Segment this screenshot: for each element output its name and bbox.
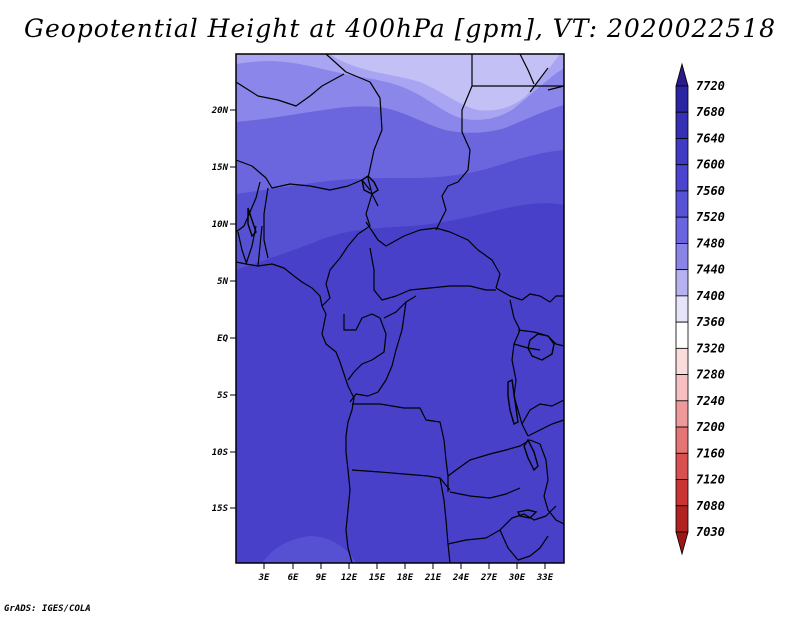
lat-label: 5S [217, 391, 228, 401]
axis-ticks [230, 109, 546, 569]
lat-labels: 20N 15N 10N 5N EQ 5S 10S 15S [211, 106, 229, 514]
colorbar-label: 7240 [696, 394, 725, 408]
border-nigeria-cameroon [263, 187, 373, 307]
lon-label: 30E [508, 573, 526, 583]
colorbar-label: 7440 [696, 263, 725, 277]
border-north [435, 54, 564, 231]
colorbar-label: 7080 [696, 499, 725, 513]
coastline-east-africa [529, 67, 564, 93]
map-frame [235, 53, 565, 564]
lake-tanganyika [507, 378, 519, 426]
border-congo [343, 313, 387, 381]
colorbar-swatch [675, 321, 689, 349]
colorbar-label: 7360 [696, 315, 725, 329]
lon-label: 21E [424, 573, 442, 583]
colorbar-swatch [675, 374, 689, 402]
colorbar-label: 7680 [696, 105, 725, 119]
colorbar-swatch [675, 347, 689, 375]
colorbar-swatch [675, 138, 689, 166]
colorbar-label: 7640 [696, 131, 725, 145]
contour-7560-south [262, 536, 356, 563]
border-angola-south [351, 469, 451, 491]
border-nigeria [236, 159, 371, 191]
border-mali-niger [236, 73, 345, 107]
border-mozambique [539, 443, 564, 525]
border-namibia [439, 477, 451, 563]
lakes [247, 175, 555, 519]
grads-credit: GrADS: IGES/COLA [4, 604, 91, 614]
border-car [365, 221, 501, 289]
border-tanzania [521, 399, 564, 437]
lon-label: 3E [258, 573, 270, 583]
coastline-west-africa [236, 261, 355, 563]
colorbar-arrow-top [675, 62, 689, 87]
colorbar-label: 7400 [696, 289, 725, 303]
colorbar-label: 7280 [696, 368, 725, 382]
colorbar-label: 7120 [696, 473, 725, 487]
border-zimbabwe [499, 529, 549, 561]
lake-volta [247, 207, 257, 238]
colorbar-swatch [675, 243, 689, 271]
colorbar-label: 7030 [696, 525, 725, 539]
lon-label: 15E [369, 573, 386, 583]
lat-label: 15S [212, 504, 229, 514]
lon-label: 33E [536, 573, 554, 583]
colorbar-label: 7520 [696, 210, 725, 224]
colorbar-arrow-bottom [675, 531, 689, 556]
lat-label: 20N [211, 106, 229, 116]
lon-label: 6E [288, 573, 299, 583]
lon-label: 9E [316, 573, 327, 583]
lon-labels: 3E 6E 9E 12E 15E 18E 21E 24E 27E 30E 33E [258, 573, 554, 583]
border-ghana [237, 231, 247, 263]
lat-label: 10S [212, 448, 229, 458]
colorbar-swatch [675, 190, 689, 218]
red-sea [519, 54, 535, 85]
border-angola [352, 403, 449, 492]
colorbar-swatch [675, 452, 689, 480]
colorbar-legend: 7720 7680 7640 7600 7560 7520 7480 7440 7400 7360… [675, 62, 725, 556]
lat-label: 5N [217, 277, 228, 287]
colorbar-swatch [675, 216, 689, 244]
map-title: Geopotential Height at 400hPa [gpm], VT:… [23, 14, 777, 43]
boundary-lines [236, 54, 564, 563]
lake-malawi [523, 438, 539, 472]
colorbar-label: 7200 [696, 420, 725, 434]
lon-label: 27E [480, 573, 498, 583]
lon-label: 24E [452, 573, 470, 583]
colorbar-label: 7720 [696, 79, 725, 93]
border-drc [349, 295, 417, 403]
lake-victoria [527, 333, 555, 361]
border-drc-east [509, 299, 529, 437]
contour-7400 [330, 54, 560, 111]
lat-label: EQ [217, 334, 228, 344]
border-niger-chad [325, 54, 383, 207]
colorbar-swatch [675, 111, 689, 139]
lake-chad [361, 175, 379, 195]
colorbar-swatch [675, 85, 689, 113]
lon-label: 18E [397, 573, 414, 583]
colorbar-swatch [675, 479, 689, 507]
colorbar-label: 7480 [696, 236, 725, 250]
border-car-south [369, 247, 496, 301]
border-sudan-south [495, 287, 564, 303]
lat-label: 10N [212, 220, 229, 230]
colorbar-label: 7600 [696, 158, 725, 172]
colorbar-swatch [675, 400, 689, 428]
colorbar-label: 7560 [696, 184, 725, 198]
lat-label: 15N [212, 163, 229, 173]
colorbar-swatch [675, 505, 689, 533]
border-botswana [447, 505, 557, 545]
lake-kariba [516, 509, 538, 519]
colorbar-swatch [675, 269, 689, 297]
colorbar-swatch [675, 426, 689, 454]
colorbar-swatch [675, 295, 689, 323]
colorbar-label: 7160 [696, 446, 725, 460]
colorbar-label: 7320 [696, 341, 725, 355]
colorbar-swatch [675, 164, 689, 192]
lon-label: 12E [341, 573, 358, 583]
